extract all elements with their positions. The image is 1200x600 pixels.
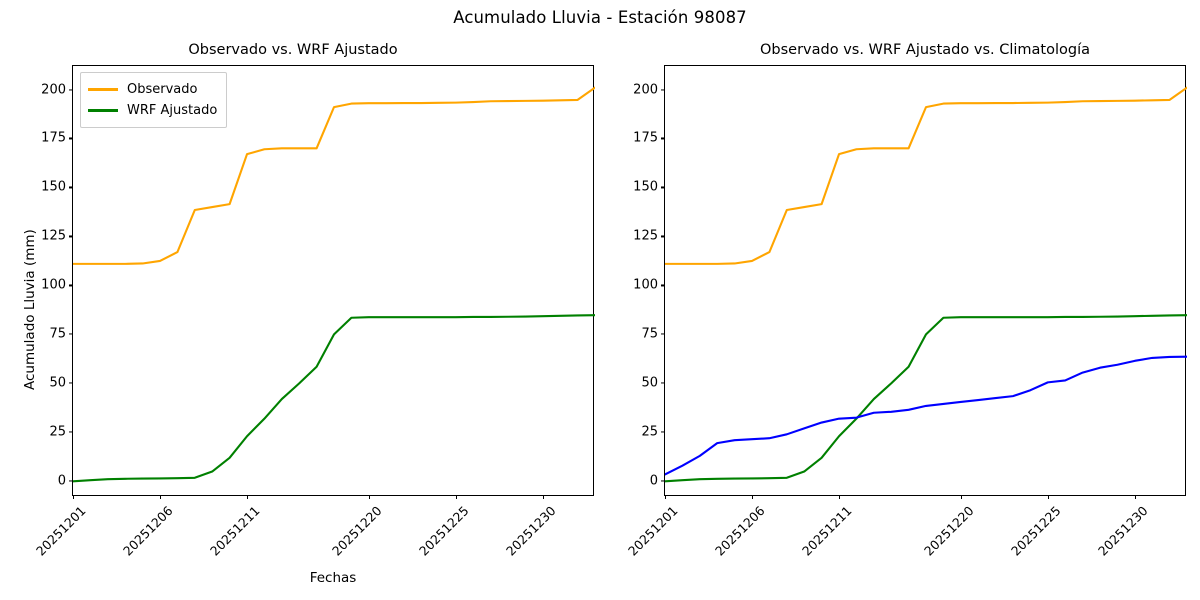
panel-left-axes: 0 25 50 75 100 125 150 175 200 20251201 20251206 20… [33, 65, 595, 559]
x-tick-mark [247, 495, 249, 499]
x-tick-mark [665, 495, 667, 499]
y-tick-mark [661, 382, 665, 384]
y-tick-label: 100 [633, 277, 658, 293]
x-tick-label: 20251225 [415, 503, 472, 559]
x-tick-mark [1047, 495, 1049, 499]
panel-right: Observado vs. WRF Ajustado vs. Climatolo… [600, 0, 1200, 600]
x-tick-label: 20251206 [712, 503, 768, 559]
y-tick-label: 125 [633, 228, 658, 244]
x-tick-mark [752, 495, 754, 499]
legend-swatch-wrf-ajustado [88, 109, 118, 112]
y-tick-mark [661, 284, 665, 286]
y-tick-mark [69, 235, 73, 237]
y-tick-mark [69, 137, 73, 140]
y-tick-label: 200 [633, 82, 658, 97]
x-tick-label: 20251211 [207, 503, 263, 559]
legend-swatch-observado [88, 88, 118, 91]
y-tick-label: 175 [633, 130, 658, 146]
series-line-climatolog-a-observada [665, 355, 1187, 476]
x-tick-label: 20251201 [625, 503, 681, 559]
x-tick-label: 20251225 [1007, 503, 1064, 559]
y-tick-mark [69, 480, 73, 482]
x-tick-mark [839, 495, 841, 499]
y-tick-label: 75 [641, 326, 658, 342]
panel-left-title: Observado vs. WRF Ajustado [188, 42, 398, 58]
y-tick-label: 50 [641, 375, 658, 391]
x-tick-label: 20251201 [33, 503, 89, 559]
y-tick-mark [69, 333, 73, 335]
panel-right-axes: 0 25 50 75 100 125 150 175 200 20251201 20251206 20… [625, 65, 1187, 559]
y-tick-label: 0 [57, 473, 66, 489]
y-tick-label: 0 [649, 473, 658, 489]
x-tick-label: 20251220 [920, 503, 977, 559]
y-tick-mark [661, 186, 665, 188]
x-tick-mark [542, 495, 544, 499]
panel-left: Observado vs. WRF Ajustado Acumulado Llu… [22, 42, 595, 586]
y-tick-label: 175 [41, 130, 66, 146]
y-tick-mark [661, 333, 665, 335]
y-tick-label: 200 [41, 82, 66, 97]
legend-label-wrf-ajustado: WRF Ajustado [127, 103, 218, 118]
panel-right-title: Observado vs. WRF Ajustado vs. Climatolo… [760, 42, 1090, 58]
legend-item: Observado [88, 79, 217, 100]
panel-left-ylabel: Acumulado Lluvia (mm) [22, 229, 38, 390]
figure-suptitle: Acumulado Lluvia - Estación 98087 [453, 8, 747, 27]
panel-left-plot [73, 86, 595, 483]
series-line-observado [665, 86, 1187, 265]
x-tick-mark [73, 495, 75, 499]
y-tick-label: 25 [641, 424, 658, 440]
series-line-wrf-ajustado [73, 314, 595, 483]
y-tick-mark [69, 88, 73, 91]
panel-left-xlabel: Fechas [309, 570, 357, 586]
series-line-wrf-ajustado [665, 314, 1187, 483]
panel-left-legend: Observado WRF Ajustado [80, 72, 228, 128]
x-tick-mark [160, 495, 162, 499]
x-tick-label: 20251206 [120, 503, 176, 559]
x-tick-label: 20251220 [328, 503, 385, 559]
y-tick-mark [661, 431, 665, 433]
y-tick-mark [69, 186, 73, 188]
y-tick-label: 75 [49, 326, 66, 342]
y-tick-mark [69, 382, 73, 384]
y-tick-mark [661, 88, 665, 91]
x-tick-label: 20251211 [799, 503, 855, 559]
y-tick-label: 100 [41, 277, 66, 293]
panel-right-plot [665, 86, 1187, 483]
y-tick-label: 25 [49, 424, 66, 440]
y-tick-mark [661, 480, 665, 482]
y-tick-mark [69, 284, 73, 286]
y-tick-mark [661, 137, 665, 140]
y-tick-mark [661, 235, 665, 237]
y-tick-label: 50 [49, 375, 66, 391]
x-tick-label: 20251230 [502, 503, 559, 559]
x-tick-mark [455, 495, 457, 499]
legend-item: WRF Ajustado [88, 100, 217, 121]
series-line-observado [73, 86, 595, 265]
y-tick-label: 150 [633, 179, 658, 195]
x-tick-mark [960, 495, 962, 499]
legend-label-observado: Observado [127, 82, 198, 97]
x-tick-mark [368, 495, 370, 499]
y-tick-label: 125 [41, 228, 66, 244]
x-tick-label: 20251230 [1094, 503, 1151, 559]
y-tick-label: 150 [41, 179, 66, 195]
x-tick-mark [1134, 495, 1136, 499]
y-tick-mark [69, 431, 73, 433]
